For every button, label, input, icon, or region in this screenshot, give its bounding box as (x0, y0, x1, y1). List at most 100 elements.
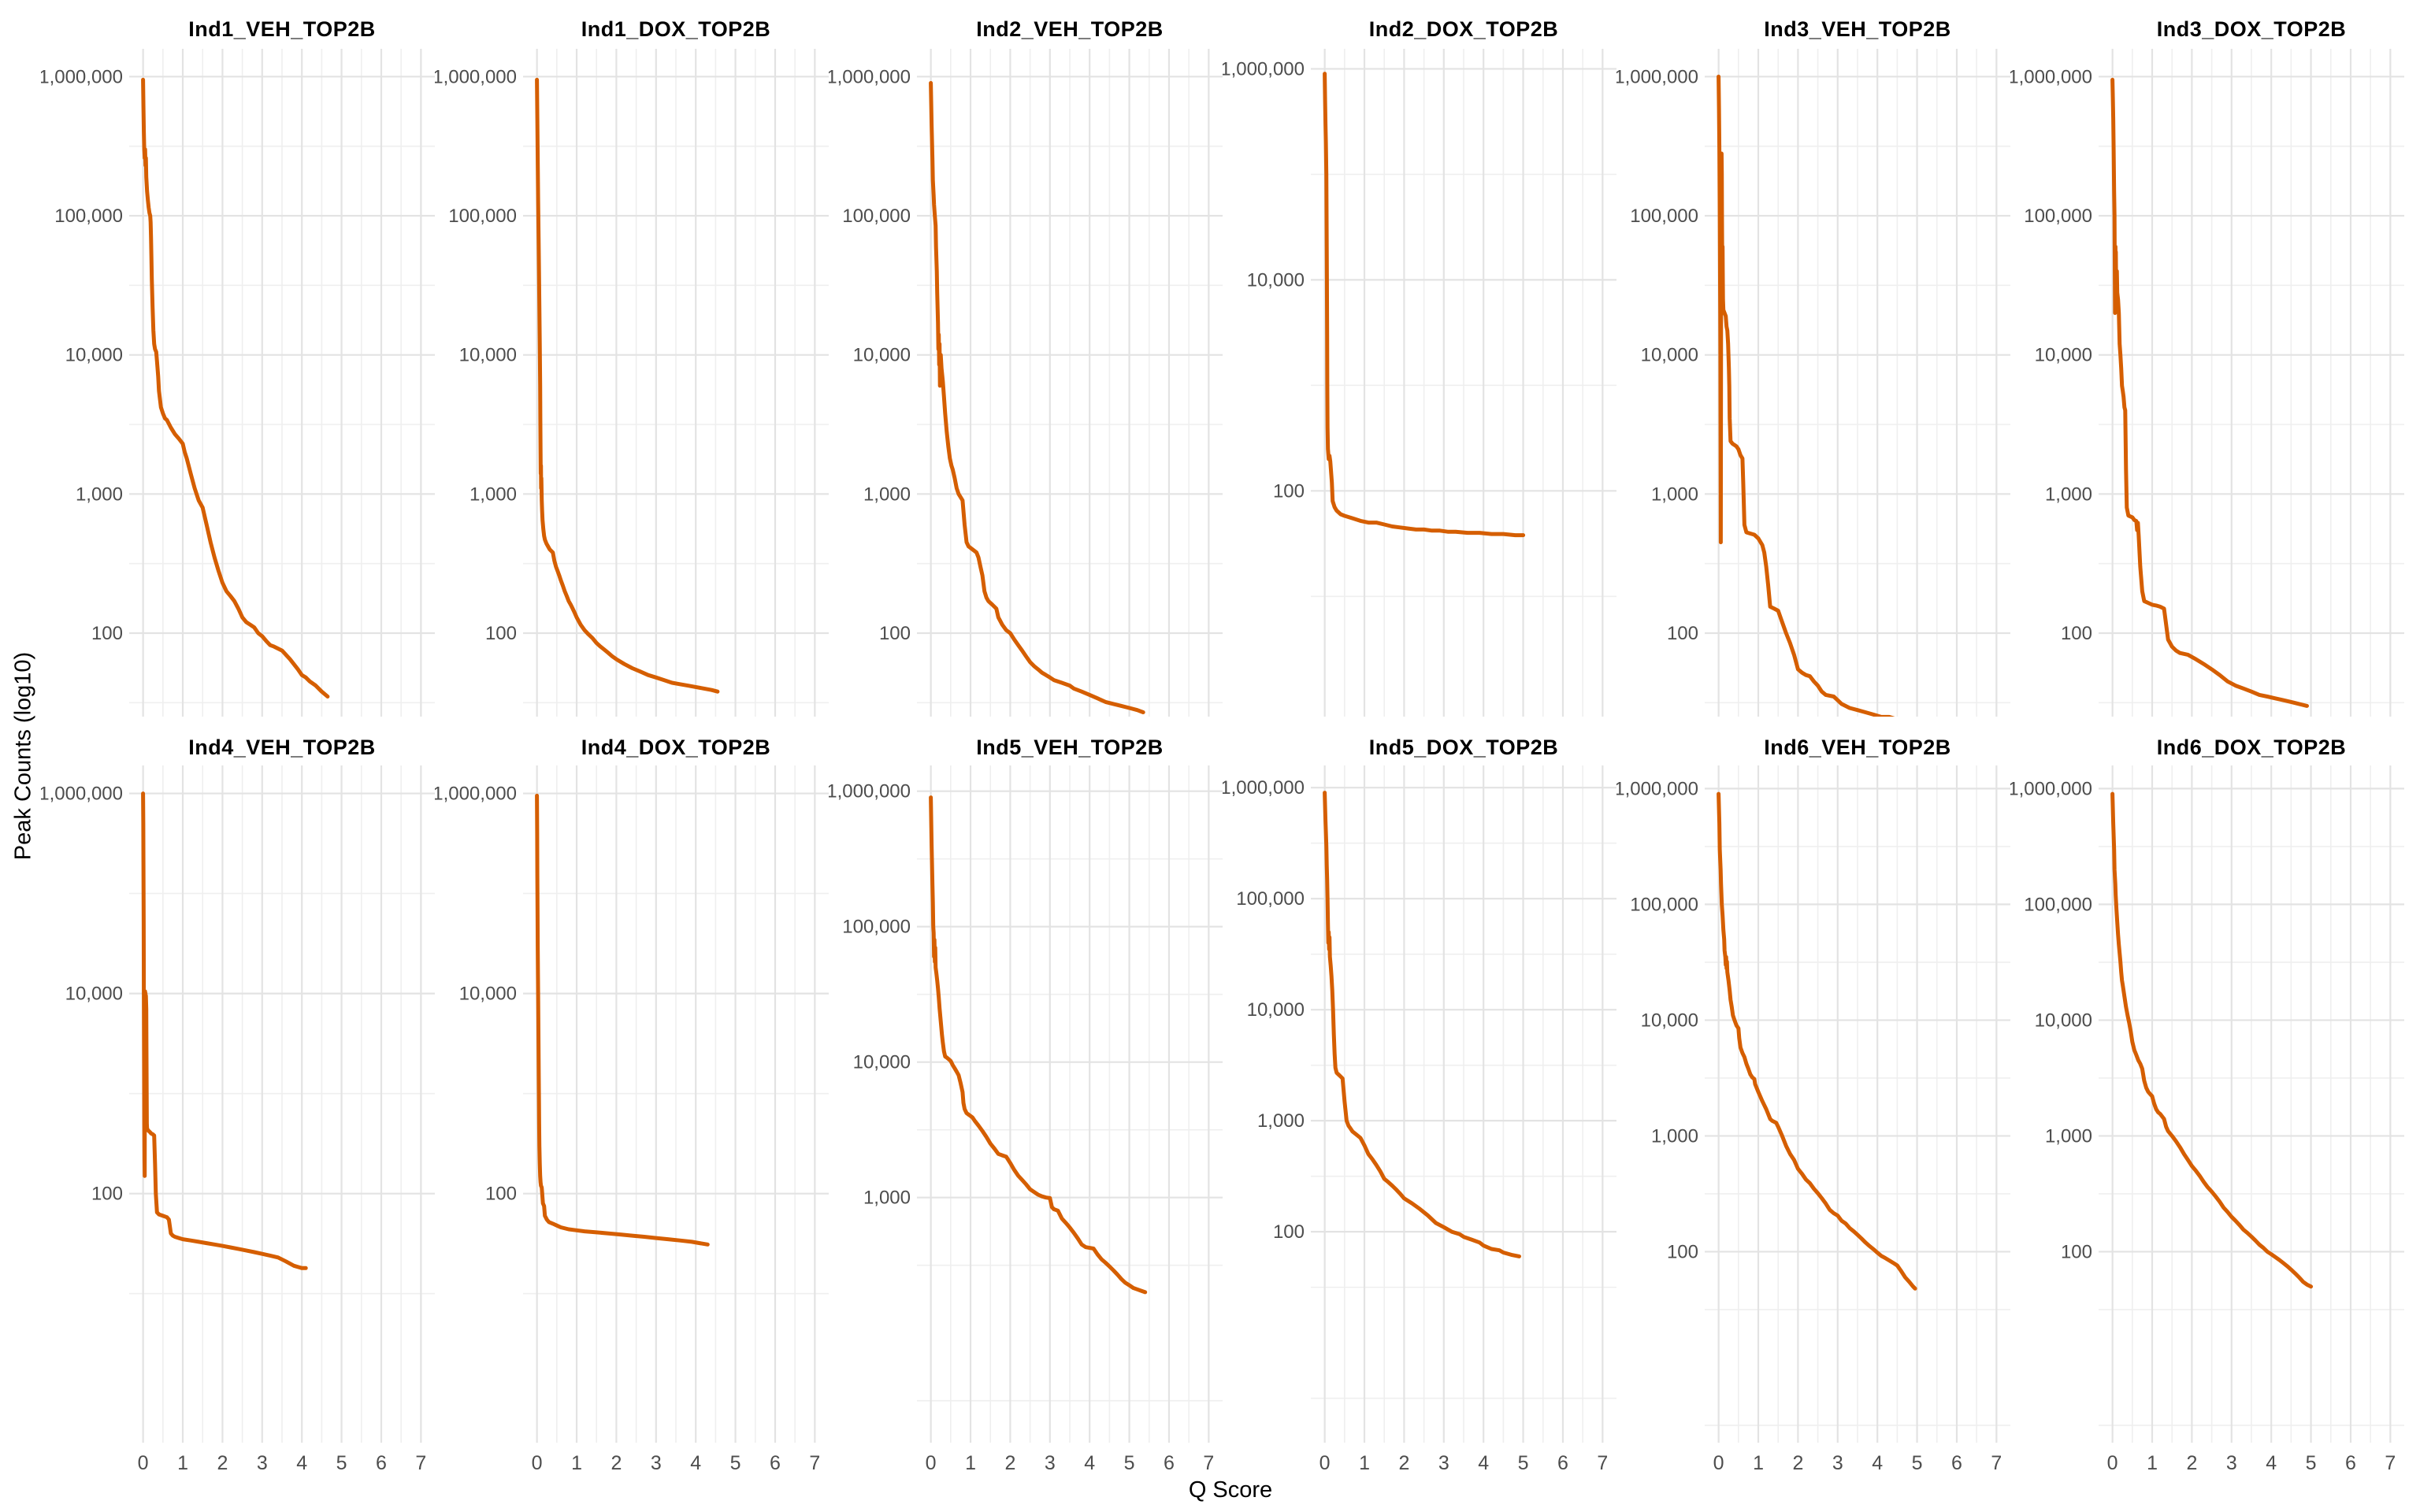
peak-count-curve (1717, 74, 1895, 717)
peak-count-curve (141, 791, 308, 1270)
peak-count-curve (141, 77, 330, 699)
y-tick-label: 100 (1667, 623, 1698, 644)
y-tick-label: 10,000 (1641, 1010, 1698, 1031)
x-tick-label: 5 (1912, 1452, 1923, 1474)
y-tick-label: 100 (91, 623, 123, 644)
peak-count-curve (535, 77, 720, 694)
y-tick-label: 1,000,000 (41, 784, 123, 805)
peak-count-curve (929, 80, 1145, 714)
facet-title: Ind5_DOX_TOP2B (1368, 735, 1559, 759)
y-tick-label: 100,000 (1630, 206, 1698, 227)
x-tick-label: 2 (611, 1452, 622, 1474)
y-tick-label: 100,000 (54, 206, 123, 227)
y-tick-label: 100,000 (2024, 206, 2092, 227)
x-tick-label: 4 (1872, 1452, 1883, 1474)
facet-title: Ind3_DOX_TOP2B (2156, 17, 2347, 41)
y-tick-label: 100,000 (842, 917, 911, 938)
y-tick-label: 100,000 (842, 206, 911, 227)
y-tick-label: 10,000 (459, 345, 517, 366)
y-tick-label: 1,000 (2045, 484, 2092, 505)
y-tick-label: 10,000 (2035, 345, 2092, 366)
x-tick-label: 7 (809, 1452, 820, 1474)
x-tick-label: 2 (1792, 1452, 1803, 1474)
facet-title: Ind5_VEH_TOP2B (976, 735, 1164, 759)
x-tick-label: 6 (1951, 1452, 1962, 1474)
y-tick-label: 100 (2061, 623, 2092, 644)
y-tick-label: 1,000,000 (41, 66, 123, 87)
x-tick-label: 6 (770, 1452, 781, 1474)
facet-panel: Ind2_VEH_TOP2B 1,000,000 100,000 10,000 1,0… (829, 9, 1223, 717)
peak-count-curve (2110, 77, 2309, 708)
peak-count-curve (535, 793, 710, 1247)
facet-panel: Ind1_DOX_TOP2B 1,000,000 100,000 10,000 1,0… (435, 9, 829, 717)
facet-title: Ind6_DOX_TOP2B (2156, 735, 2347, 759)
x-tick-label: 4 (1478, 1452, 1489, 1474)
y-tick-label: 100 (879, 623, 911, 644)
x-tick-label: 3 (1045, 1452, 1056, 1474)
facet-panel: Ind3_DOX_TOP2B 1,000,000 100,000 10,000 1,0… (2010, 9, 2404, 717)
facet-title: Ind6_VEH_TOP2B (1764, 735, 1951, 759)
x-tick-label: 1 (2147, 1452, 2158, 1474)
x-tick-label: 1 (1753, 1452, 1764, 1474)
peak-count-curve (2110, 791, 2314, 1289)
facet-title: Ind4_VEH_TOP2B (188, 735, 376, 759)
facet-panel: Ind6_VEH_TOP2B 1,000,000 100,000 10,000 1,0… (1616, 717, 2010, 1478)
facet-plot: 1,000,000 100,000 10,000 1,000 100 (41, 49, 435, 717)
x-tick-label: 5 (730, 1452, 741, 1474)
x-tick-label: 2 (2186, 1452, 2197, 1474)
x-tick-label: 7 (1597, 1452, 1608, 1474)
facet-title: Ind3_VEH_TOP2B (1764, 17, 1951, 41)
facet-plot: 1,000,000 100,000 10,000 1,000 100 (435, 49, 829, 717)
facet-grid: Ind1_VEH_TOP2B 1,000,000 100,000 10,000 1,0… (41, 9, 2404, 1478)
x-tick-label: 5 (2306, 1452, 2317, 1474)
x-tick-label: 4 (2266, 1452, 2277, 1474)
y-tick-label: 1,000 (1651, 484, 1698, 505)
x-tick-label: 7 (1991, 1452, 2002, 1474)
x-tick-label: 7 (1203, 1452, 1214, 1474)
x-tick-label: 1 (177, 1452, 188, 1474)
peak-count-curve (929, 795, 1148, 1295)
y-tick-label: 1,000,000 (1616, 66, 1698, 87)
y-tick-label: 1,000,000 (1223, 777, 1305, 799)
y-tick-label: 10,000 (853, 345, 911, 366)
x-tick-label: 0 (926, 1452, 937, 1474)
x-tick-label: 1 (571, 1452, 582, 1474)
facet-title: Ind2_DOX_TOP2B (1368, 17, 1559, 41)
y-tick-label: 1,000,000 (435, 784, 517, 805)
facet-panel: Ind2_DOX_TOP2B 1,000,000 10,000 100 (1223, 9, 1616, 717)
x-tick-label: 0 (138, 1452, 149, 1474)
x-tick-label: 3 (2226, 1452, 2237, 1474)
y-tick-label: 10,000 (1247, 999, 1305, 1021)
y-tick-label: 1,000 (1257, 1110, 1305, 1132)
y-tick-label: 1,000,000 (2010, 66, 2092, 87)
y-tick-label: 100,000 (1236, 888, 1305, 910)
peak-count-curve (1323, 791, 1521, 1258)
y-tick-label: 100,000 (2024, 894, 2092, 915)
facet-plot: 1,000,000 10,000 100 0 1 2 3 4 5 6 7 (435, 765, 829, 1474)
x-tick-label: 3 (257, 1452, 268, 1474)
x-tick-label: 7 (2385, 1452, 2396, 1474)
x-tick-label: 4 (690, 1452, 701, 1474)
facet-plot: 1,000,000 100,000 10,000 1,000 0 1 2 3 4 5 6 7 (829, 765, 1223, 1474)
x-tick-label: 0 (1713, 1452, 1724, 1474)
facet-title: Ind4_DOX_TOP2B (581, 735, 771, 759)
y-tick-label: 10,000 (65, 345, 123, 366)
facet-title: Ind2_VEH_TOP2B (976, 17, 1164, 41)
x-tick-label: 6 (2345, 1452, 2356, 1474)
x-tick-label: 4 (296, 1452, 307, 1474)
y-tick-label: 10,000 (1247, 269, 1305, 291)
x-tick-label: 6 (376, 1452, 387, 1474)
x-tick-label: 5 (1124, 1452, 1135, 1474)
facet-plot: 1,000,000 100,000 10,000 1,000 100 (829, 49, 1223, 717)
y-tick-label: 1,000,000 (829, 66, 911, 87)
y-tick-label: 10,000 (853, 1052, 911, 1073)
y-tick-label: 1,000,000 (1616, 778, 1698, 799)
x-tick-label: 2 (217, 1452, 228, 1474)
x-tick-label: 2 (1398, 1452, 1409, 1474)
facet-plot: 1,000,000 100,000 10,000 1,000 100 0 1 2 3 4 5 6 7 (1616, 765, 2010, 1474)
y-tick-label: 100 (1667, 1241, 1698, 1262)
x-tick-label: 6 (1557, 1452, 1568, 1474)
y-tick-label: 1,000,000 (829, 781, 911, 802)
y-tick-label: 1,000 (863, 1188, 911, 1209)
y-tick-label: 100 (1273, 480, 1305, 502)
